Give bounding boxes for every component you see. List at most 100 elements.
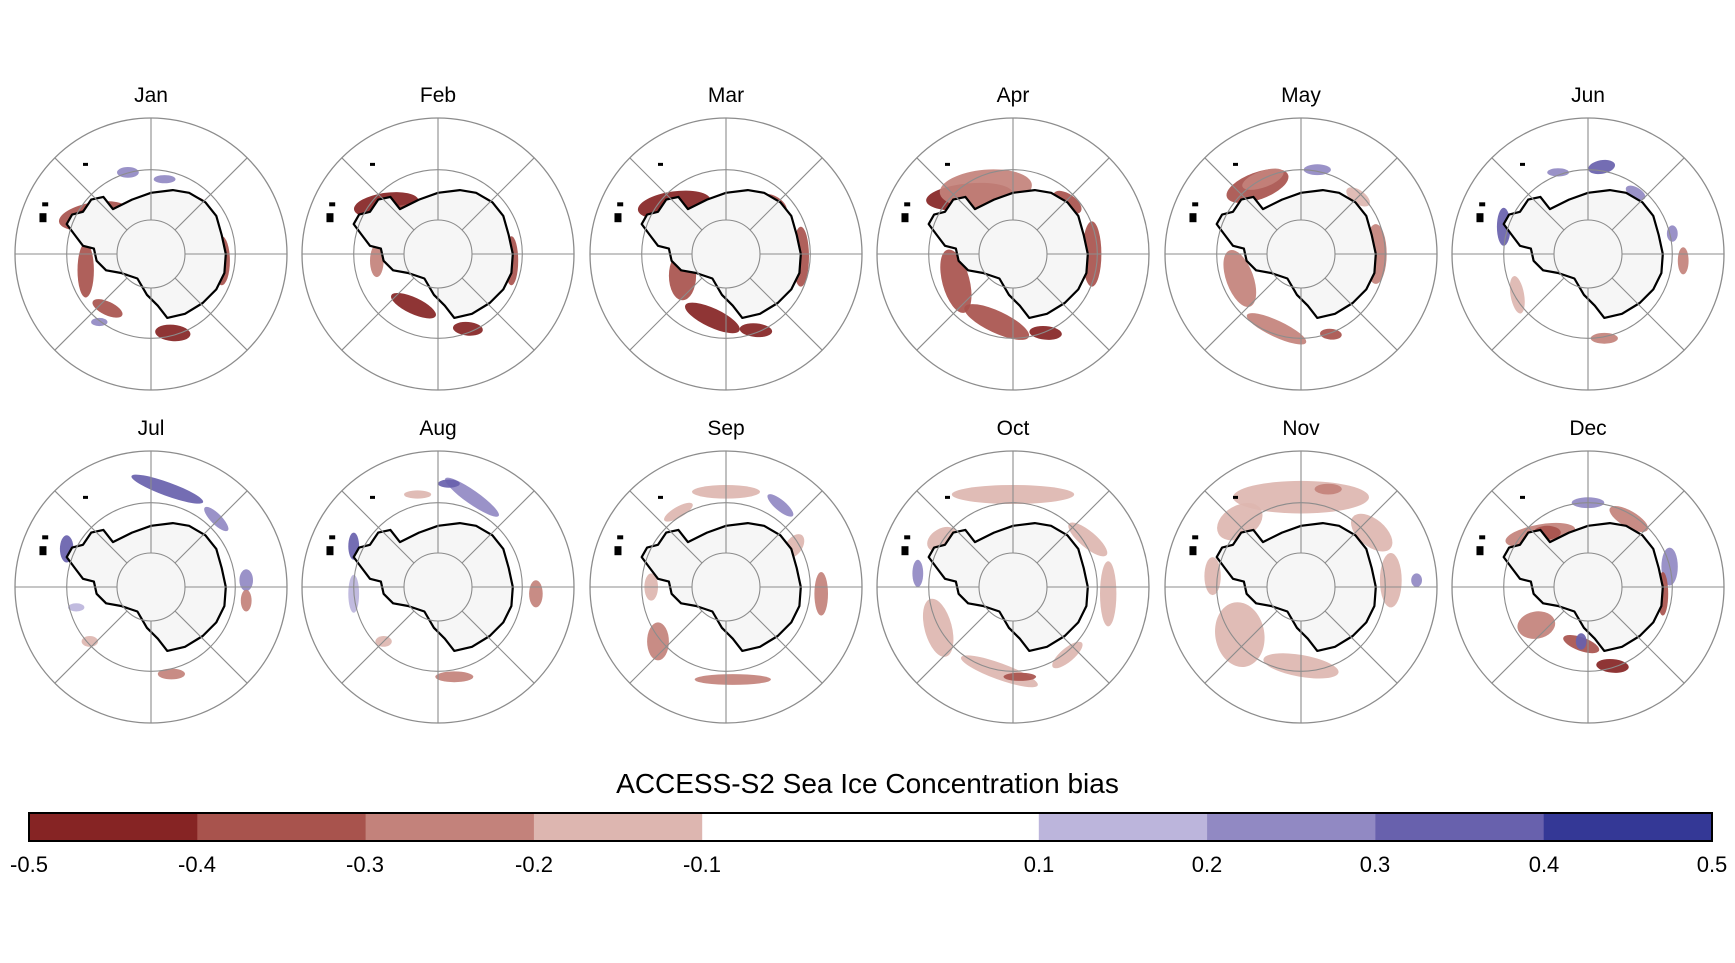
colorbar-tick: -0.4 bbox=[178, 852, 216, 877]
antarctica bbox=[927, 189, 1089, 319]
island bbox=[370, 495, 375, 499]
meridian bbox=[1611, 157, 1685, 231]
bias-patch bbox=[1517, 611, 1556, 639]
meridian bbox=[916, 277, 990, 351]
polar-map-jan bbox=[14, 117, 288, 391]
meridian bbox=[1611, 610, 1685, 684]
meridian bbox=[1204, 157, 1278, 231]
island bbox=[614, 213, 622, 223]
meridian bbox=[1324, 157, 1398, 231]
bias-field bbox=[1204, 480, 1422, 679]
meridian bbox=[749, 490, 823, 564]
island bbox=[904, 535, 911, 540]
map-boundary bbox=[301, 450, 575, 724]
island bbox=[945, 162, 950, 166]
polar-map-apr bbox=[876, 117, 1150, 391]
bias-patch bbox=[1575, 633, 1587, 650]
meridian bbox=[1324, 610, 1398, 684]
island bbox=[904, 202, 911, 207]
polar-map-nov bbox=[1164, 450, 1438, 724]
meridian bbox=[341, 157, 415, 231]
colorbar-tick: -0.3 bbox=[346, 852, 384, 877]
meridian bbox=[1324, 277, 1398, 351]
meridian bbox=[341, 490, 415, 564]
polar-map-jun bbox=[1451, 117, 1725, 391]
panel-title-nov: Nov bbox=[1282, 417, 1320, 440]
polar-map-oct bbox=[876, 450, 1150, 724]
bias-patch bbox=[1588, 159, 1616, 175]
colorbar-tick: 0.4 bbox=[1528, 852, 1560, 877]
panel-title-may: May bbox=[1281, 84, 1321, 107]
meridian bbox=[629, 157, 703, 231]
meridian bbox=[749, 157, 823, 231]
colorbar-tick: -0.1 bbox=[683, 852, 721, 877]
antarctica bbox=[352, 521, 514, 653]
bias-patch bbox=[1320, 328, 1342, 340]
island bbox=[329, 202, 336, 207]
antarctica bbox=[1502, 189, 1664, 319]
map-boundary bbox=[1164, 117, 1438, 391]
meridian bbox=[749, 277, 823, 351]
meridian bbox=[916, 610, 990, 684]
island bbox=[1233, 162, 1238, 166]
bias-patch bbox=[1625, 185, 1646, 200]
bias-patch bbox=[131, 474, 204, 504]
bias-patch bbox=[452, 321, 483, 336]
bias-patch bbox=[370, 244, 384, 278]
island bbox=[1189, 213, 1197, 223]
island bbox=[326, 213, 334, 223]
polar-map-sep bbox=[589, 450, 863, 724]
meridian bbox=[916, 157, 990, 231]
meridian bbox=[174, 610, 248, 684]
meridian bbox=[174, 157, 248, 231]
panel-title-jan: Jan bbox=[134, 84, 168, 107]
bias-patch bbox=[404, 490, 432, 499]
meridian bbox=[1036, 157, 1110, 231]
meridian bbox=[1036, 490, 1110, 564]
bias-patch bbox=[694, 674, 771, 685]
panel-title-sep: Sep bbox=[707, 417, 745, 440]
island bbox=[658, 495, 663, 499]
bias-patch bbox=[1029, 325, 1062, 340]
colorbar-swatch bbox=[1207, 813, 1376, 841]
panel-title-apr: Apr bbox=[996, 84, 1030, 107]
map-boundary bbox=[589, 450, 863, 724]
bias-patch bbox=[814, 572, 828, 616]
bias-patch bbox=[438, 479, 460, 488]
island bbox=[39, 546, 47, 556]
colorbar-swatch bbox=[365, 813, 535, 841]
island bbox=[945, 495, 950, 499]
map-boundary bbox=[589, 117, 863, 391]
island bbox=[1479, 202, 1486, 207]
bias-patch bbox=[1379, 553, 1402, 608]
bias-patch bbox=[1204, 557, 1221, 596]
bias-patch bbox=[1677, 247, 1689, 275]
island bbox=[1189, 546, 1197, 556]
panel-title-mar: Mar bbox=[707, 84, 745, 107]
meridian bbox=[174, 490, 248, 564]
island bbox=[1476, 213, 1484, 223]
meridian bbox=[1491, 277, 1565, 351]
polar-map-feb bbox=[301, 117, 575, 391]
antarctica bbox=[1215, 189, 1377, 319]
meridian bbox=[629, 490, 703, 564]
meridian bbox=[54, 490, 128, 564]
bias-patch bbox=[1314, 483, 1342, 495]
colorbar-tick: -0.5 bbox=[10, 852, 48, 877]
island bbox=[42, 535, 49, 540]
colorbar-title: ACCESS-S2 Sea Ice Concentration bias bbox=[616, 768, 1119, 799]
island bbox=[326, 546, 334, 556]
map-boundary bbox=[301, 117, 575, 391]
antarctica bbox=[65, 189, 227, 319]
polar-map-dec bbox=[1451, 450, 1725, 724]
panel-title-jun: Jun bbox=[1571, 84, 1605, 107]
antarctica bbox=[1502, 521, 1664, 653]
meridian bbox=[1491, 610, 1565, 684]
bias-patch bbox=[529, 580, 543, 608]
bias-patch bbox=[767, 494, 794, 517]
island bbox=[614, 546, 622, 556]
colorbar-frame bbox=[28, 812, 1713, 842]
meridian bbox=[461, 157, 535, 231]
bias-patch bbox=[435, 671, 474, 683]
